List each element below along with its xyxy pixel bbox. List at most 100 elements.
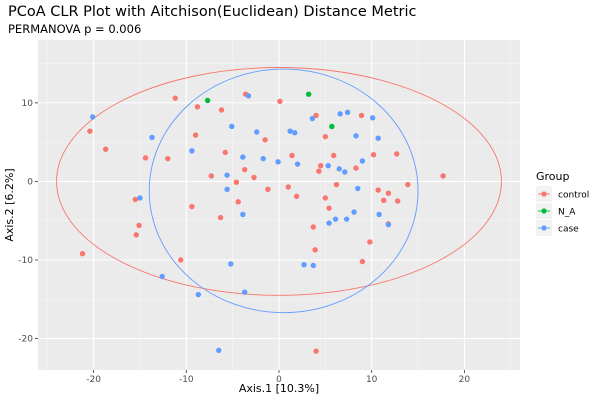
x-tick-label: -20 (86, 375, 101, 385)
point-control (222, 149, 228, 156)
point-control (405, 181, 411, 188)
point-case (342, 169, 348, 175)
point-control (189, 203, 195, 210)
point-case (240, 211, 246, 218)
point-case (355, 185, 361, 192)
point-case (359, 158, 366, 164)
point-control (87, 128, 93, 134)
legend-label-case: case (558, 225, 579, 235)
point-control (326, 205, 332, 211)
point-control (233, 179, 240, 185)
y-axis-label: Axis.2 [6.2%] (3, 168, 16, 241)
point-case (301, 262, 307, 268)
point-control (242, 166, 248, 173)
point-control (262, 137, 268, 143)
ellipse-case (148, 68, 419, 314)
point-control (133, 232, 139, 238)
point-control (217, 214, 224, 221)
point-case (351, 209, 357, 215)
point-control (289, 152, 295, 159)
point-control (277, 98, 283, 104)
y-tick-label: -10 (18, 256, 33, 266)
point-case (376, 211, 382, 218)
legend-point-control (541, 191, 547, 197)
point-n-a (329, 123, 335, 130)
point-case (242, 289, 248, 295)
chart-subtitle: PERMANOVA p = 0.006 (8, 22, 141, 36)
point-control (367, 239, 373, 245)
point-control (192, 132, 199, 138)
data-points (79, 91, 446, 354)
point-control (172, 95, 178, 101)
point-case (240, 154, 246, 160)
y-tick-label: 10 (22, 99, 34, 109)
legend-point-n-a (541, 208, 547, 214)
chart-title: PCoA CLR Plot with Aitchison(Euclidean) … (8, 4, 417, 20)
point-control (265, 186, 271, 192)
point-case (369, 115, 376, 121)
point-case (336, 166, 342, 172)
point-control (218, 107, 225, 113)
point-case (325, 163, 331, 169)
x-tick-label: 20 (459, 375, 471, 385)
point-control (394, 151, 400, 157)
legend-label-control: control (558, 191, 589, 201)
point-control (102, 146, 109, 152)
point-control (132, 196, 139, 203)
point-control (312, 247, 318, 253)
point-case (228, 261, 234, 267)
point-case (326, 220, 332, 226)
y-tick-label: -20 (18, 335, 33, 345)
axis-ticks: -20 -10 0 10 20 -20 -10 0 10 (18, 99, 470, 385)
legend-title: Group (536, 170, 570, 183)
point-control (178, 257, 184, 263)
point-control (165, 155, 171, 162)
point-n-a (204, 97, 211, 104)
confidence-ellipses (56, 67, 502, 314)
point-case (189, 148, 195, 154)
point-control (310, 224, 316, 230)
point-case (294, 161, 301, 167)
point-control (318, 163, 324, 169)
point-case (310, 262, 316, 269)
point-case (375, 135, 381, 141)
point-case (89, 114, 96, 120)
point-case (309, 115, 316, 122)
point-control (208, 173, 215, 179)
x-tick-label: 10 (366, 375, 378, 385)
point-control (381, 197, 387, 203)
point-case (195, 291, 202, 298)
point-control (333, 181, 340, 188)
point-control (394, 198, 401, 204)
point-case (159, 273, 165, 280)
point-control (313, 112, 319, 119)
point-n-a (305, 91, 312, 97)
point-case (292, 130, 298, 136)
point-control (385, 190, 392, 196)
x-axis-label: Axis.1 [10.3%] (239, 382, 319, 395)
point-case (229, 123, 235, 130)
x-tick-label: -10 (179, 375, 194, 385)
point-case (353, 133, 359, 139)
point-case (275, 159, 281, 165)
point-control (285, 184, 291, 190)
point-control (358, 112, 365, 119)
point-control (370, 152, 377, 158)
ellipse-control (56, 67, 502, 296)
point-case (385, 221, 392, 228)
point-case (260, 155, 266, 162)
x-tick-label: 0 (276, 375, 282, 385)
point-control (359, 258, 366, 265)
point-case (343, 216, 350, 222)
point-control (251, 174, 257, 181)
point-control (194, 104, 201, 110)
point-case (245, 93, 252, 99)
point-control (136, 222, 142, 229)
point-control (316, 168, 322, 174)
y-tick-label: 0 (27, 177, 33, 187)
legend-point-case (541, 225, 547, 231)
point-control (322, 133, 329, 140)
